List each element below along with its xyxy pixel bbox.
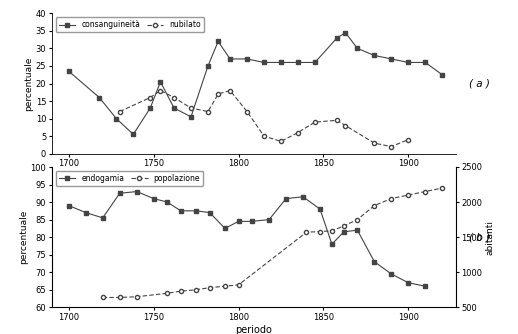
nubilato	[147, 96, 153, 100]
nubilato	[227, 89, 233, 93]
Text: ( b ): ( b )	[469, 232, 490, 242]
endogamia	[99, 216, 106, 220]
consanguineità	[171, 106, 177, 110]
endogamia	[249, 219, 255, 223]
nubilato	[157, 89, 164, 93]
Line: nubilato: nubilato	[118, 89, 410, 149]
consanguineità	[147, 106, 153, 110]
endogamia	[329, 242, 335, 246]
Y-axis label: percentuale: percentuale	[19, 210, 28, 264]
endogamia	[207, 210, 213, 214]
Line: endogamia: endogamia	[67, 190, 427, 288]
consanguineità	[405, 60, 411, 64]
popolazione	[117, 296, 123, 300]
consanguineità	[334, 36, 340, 40]
endogamia	[317, 207, 323, 211]
consanguineità	[66, 69, 72, 73]
consanguineità	[388, 57, 394, 61]
consanguineità	[113, 117, 120, 121]
popolazione	[193, 288, 199, 292]
Y-axis label: percentuale: percentuale	[24, 56, 33, 111]
popolazione	[178, 289, 184, 293]
Line: consanguineità: consanguineità	[67, 31, 444, 136]
nubilato	[371, 141, 378, 145]
popolazione	[341, 224, 347, 228]
consanguineità	[244, 57, 250, 61]
endogamia	[388, 272, 394, 276]
popolazione	[222, 284, 228, 288]
consanguineità	[354, 46, 361, 50]
popolazione	[329, 229, 335, 233]
endogamia	[151, 196, 157, 200]
consanguineità	[312, 60, 318, 64]
endogamia	[66, 204, 72, 208]
endogamia	[354, 228, 361, 232]
nubilato	[117, 110, 123, 114]
popolazione	[317, 229, 323, 233]
nubilato	[278, 139, 284, 143]
popolazione	[207, 286, 213, 290]
nubilato	[312, 120, 318, 124]
consanguineità	[157, 80, 164, 84]
nubilato	[215, 92, 221, 96]
endogamia	[178, 209, 184, 213]
endogamia	[164, 200, 170, 204]
endogamia	[117, 191, 123, 195]
consanguineità	[278, 60, 284, 64]
Y-axis label: abitanti: abitanti	[485, 220, 494, 255]
consanguineità	[96, 96, 103, 100]
endogamia	[283, 196, 289, 200]
consanguineità	[227, 57, 233, 61]
X-axis label: periodo: periodo	[235, 325, 272, 334]
consanguineità	[215, 39, 221, 43]
endogamia	[236, 219, 242, 223]
endogamia	[300, 195, 306, 199]
endogamia	[371, 260, 378, 264]
consanguineità	[439, 73, 445, 77]
nubilato	[388, 145, 394, 149]
popolazione	[304, 230, 310, 234]
consanguineità	[371, 53, 378, 57]
popolazione	[405, 193, 411, 197]
consanguineità	[422, 60, 428, 64]
popolazione	[439, 186, 445, 190]
Legend: endogamia, popolazione: endogamia, popolazione	[55, 171, 203, 186]
nubilato	[295, 131, 301, 135]
endogamia	[266, 218, 272, 222]
consanguineità	[188, 115, 194, 119]
nubilato	[334, 118, 340, 122]
endogamia	[405, 281, 411, 285]
popolazione	[164, 291, 170, 295]
endogamia	[341, 230, 347, 234]
Text: ( a ): ( a )	[469, 78, 490, 89]
popolazione	[354, 218, 361, 222]
nubilato	[188, 106, 194, 110]
consanguineità	[295, 60, 301, 64]
nubilato	[405, 138, 411, 142]
consanguineità	[130, 132, 136, 136]
endogamia	[222, 226, 228, 230]
popolazione	[422, 189, 428, 193]
nubilato	[244, 110, 250, 114]
popolazione	[134, 295, 140, 299]
popolazione	[371, 203, 378, 207]
consanguineità	[261, 60, 267, 64]
nubilato	[261, 134, 267, 138]
consanguineità	[205, 64, 211, 68]
endogamia	[422, 284, 428, 288]
nubilato	[171, 96, 177, 100]
Legend: consanguineità, nubilato: consanguineità, nubilato	[55, 17, 204, 32]
endogamia	[83, 210, 89, 214]
nubilato	[205, 110, 211, 114]
Line: popolazione: popolazione	[100, 186, 444, 300]
nubilato	[342, 124, 349, 128]
endogamia	[134, 190, 140, 194]
popolazione	[99, 296, 106, 300]
popolazione	[388, 196, 394, 200]
endogamia	[193, 209, 199, 213]
popolazione	[236, 283, 242, 287]
consanguineità	[342, 31, 349, 35]
